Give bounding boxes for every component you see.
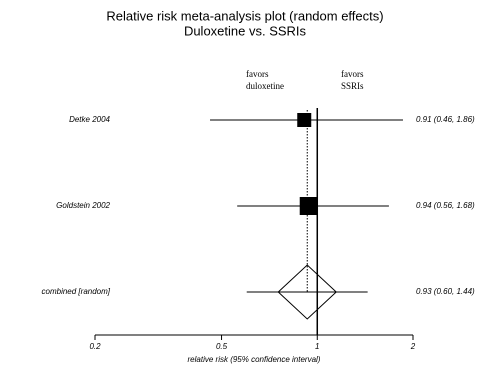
study-label: Detke 2004 [69, 115, 110, 124]
value-label: 0.91 (0.46, 1.86) [416, 115, 475, 124]
value-label: 0.94 (0.56, 1.68) [416, 201, 475, 210]
favors-label: duloxetine [246, 81, 284, 91]
chart-title: Relative risk meta-analysis plot (random… [106, 8, 383, 23]
chart-subtitle: Duloxetine vs. SSRIs [184, 23, 307, 38]
favors-label: favors [246, 69, 269, 79]
value-label: 0.93 (0.60, 1.44) [416, 287, 475, 296]
pooled-diamond [277, 264, 337, 320]
study-label: Goldstein 2002 [56, 201, 110, 210]
study-label: combined [random] [42, 287, 111, 296]
favors-label: SSRIs [341, 81, 364, 91]
x-axis-label: relative risk (95% confidence interval) [188, 355, 321, 364]
favors-label: favors [341, 69, 364, 79]
estimate-box [299, 197, 318, 215]
x-tick-label: 0.5 [216, 342, 228, 351]
x-tick-label: 2 [410, 342, 416, 351]
x-tick-label: 1 [315, 342, 319, 351]
estimate-box [297, 113, 312, 127]
x-tick-label: 0.2 [89, 342, 101, 351]
